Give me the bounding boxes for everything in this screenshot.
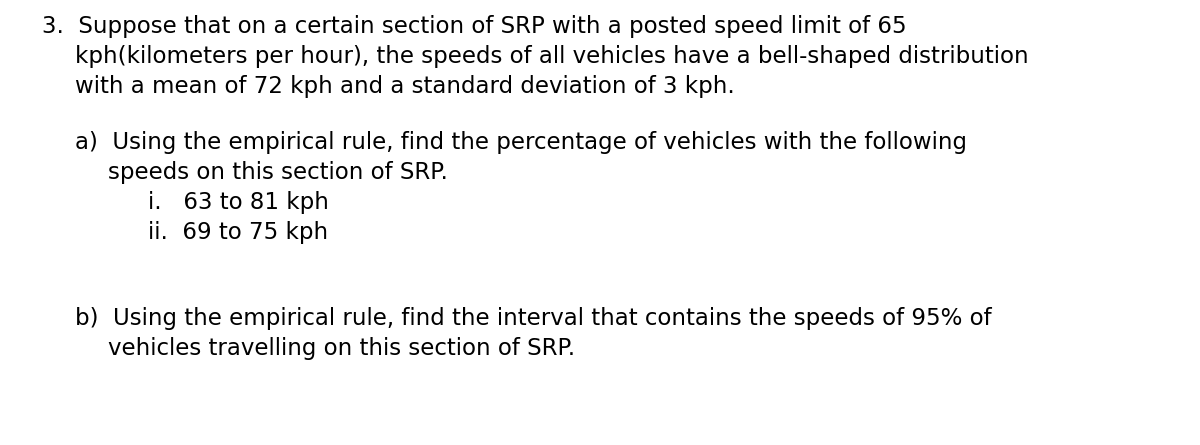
Text: speeds on this section of SRP.: speeds on this section of SRP. [108,162,448,185]
Text: with a mean of 72 kph and a standard deviation of 3 kph.: with a mean of 72 kph and a standard dev… [74,76,734,98]
Text: ii.  69 to 75 kph: ii. 69 to 75 kph [148,222,328,244]
Text: 3.  Suppose that on a certain section of SRP with a posted speed limit of 65: 3. Suppose that on a certain section of … [42,16,907,39]
Text: kph(kilometers per hour), the speeds of all vehicles have a bell-shaped distribu: kph(kilometers per hour), the speeds of … [74,45,1028,69]
Text: a)  Using the empirical rule, find the percentage of vehicles with the following: a) Using the empirical rule, find the pe… [74,132,967,154]
Text: b)  Using the empirical rule, find the interval that contains the speeds of 95% : b) Using the empirical rule, find the in… [74,307,991,331]
Text: i.   63 to 81 kph: i. 63 to 81 kph [148,191,329,214]
Text: vehicles travelling on this section of SRP.: vehicles travelling on this section of S… [108,337,575,360]
